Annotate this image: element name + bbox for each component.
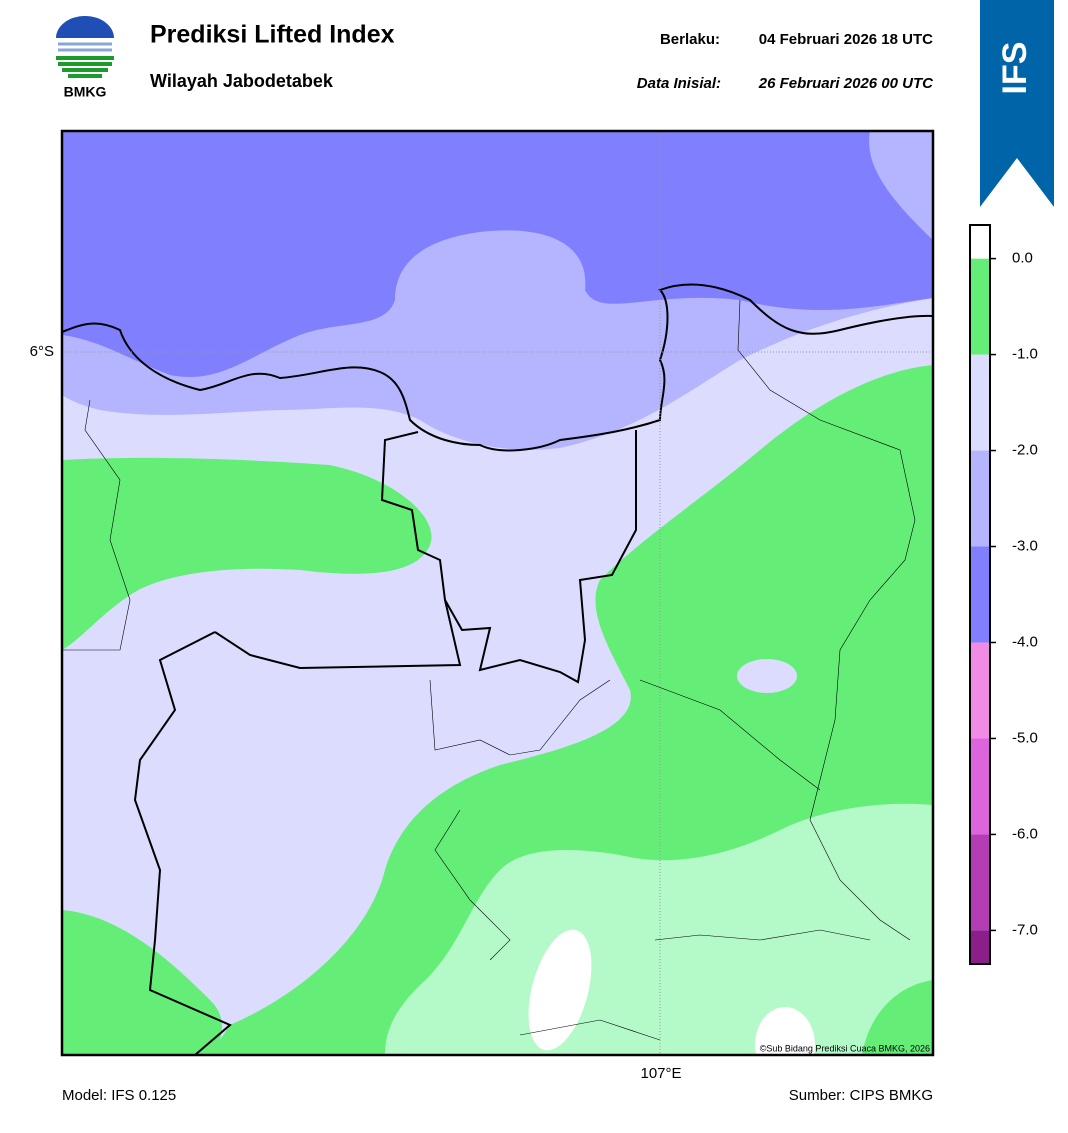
lat-label: 6°S	[30, 343, 54, 360]
colorbar-segment	[970, 930, 990, 964]
colorbar-tick-label: -6.0	[1012, 825, 1038, 842]
colorbar-tick-label: -5.0	[1012, 729, 1038, 746]
colorbar-segment	[970, 834, 990, 931]
colorbar-tick-label: 0.0	[1012, 250, 1033, 267]
colorbar-tick-label: -4.0	[1012, 633, 1038, 650]
map	[62, 131, 933, 1055]
colorbar-frame	[969, 224, 991, 965]
colorbar-tick-label: -3.0	[1012, 537, 1038, 554]
colorbar-segment	[970, 642, 990, 739]
badge-text: IFS	[996, 42, 1034, 95]
colorbar-tick-label: -2.0	[1012, 442, 1038, 459]
valid-time: 04 Februari 2026 18 UTC	[759, 31, 933, 48]
colorbar-segment	[970, 546, 990, 643]
colorbar-segment	[970, 450, 990, 547]
valid-label: Berlaku:	[660, 31, 720, 48]
colorbar: 0.0 -1.0 -2.0 -3.0 -4.0 -5.0 -6.0 -7.0	[969, 224, 1038, 965]
init-label: Data Inisial:	[637, 75, 721, 92]
title: Prediksi Lifted Index	[150, 21, 395, 49]
logo: BMKG	[56, 16, 114, 100]
colorbar-segment	[970, 225, 990, 259]
map-frame	[60, 129, 935, 1057]
logo-text: BMKG	[64, 84, 107, 100]
model: Model: IFS 0.125	[62, 1087, 176, 1104]
badge	[980, 0, 1054, 207]
colorbar-segment	[970, 258, 990, 355]
colorbar-segment	[970, 738, 990, 835]
lon-label: 107°E	[640, 1065, 681, 1082]
colorbar-tick-label: -1.0	[1012, 346, 1038, 363]
colorbar-tick-label: -7.0	[1012, 921, 1038, 938]
subtitle: Wilayah Jabodetabek	[150, 71, 334, 91]
source: Sumber: CIPS BMKG	[789, 1087, 933, 1104]
colorbar-segment	[970, 354, 990, 451]
credit: ©Sub Bidang Prediksi Cuaca BMKG, 2026	[760, 1043, 930, 1053]
init-time: 26 Februari 2026 00 UTC	[758, 75, 934, 92]
